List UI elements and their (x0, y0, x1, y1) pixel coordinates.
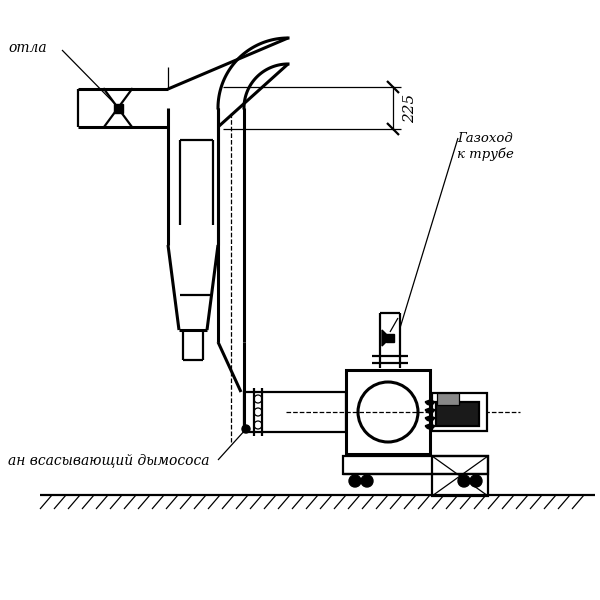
Polygon shape (382, 330, 390, 346)
Bar (432, 456, 488, 496)
Circle shape (458, 475, 470, 487)
Wedge shape (425, 408, 434, 413)
Circle shape (470, 475, 482, 487)
Text: Газоход
к трубе: Газоход к трубе (457, 132, 514, 161)
Circle shape (361, 475, 373, 487)
Bar (432, 393, 487, 431)
Bar (437, 393, 459, 405)
Bar (244, 392, 346, 432)
Circle shape (349, 475, 361, 487)
Bar (436, 402, 479, 426)
Wedge shape (425, 400, 434, 405)
Text: 225: 225 (403, 94, 417, 122)
Circle shape (242, 425, 250, 433)
Wedge shape (425, 424, 434, 429)
Bar (113, 103, 122, 113)
Text: отла: отла (8, 41, 47, 55)
Bar (386, 334, 394, 342)
Bar (343, 456, 488, 474)
Text: ан всасывающий дымососа: ан всасывающий дымососа (8, 453, 209, 467)
Wedge shape (425, 416, 434, 421)
Bar (346, 370, 430, 454)
